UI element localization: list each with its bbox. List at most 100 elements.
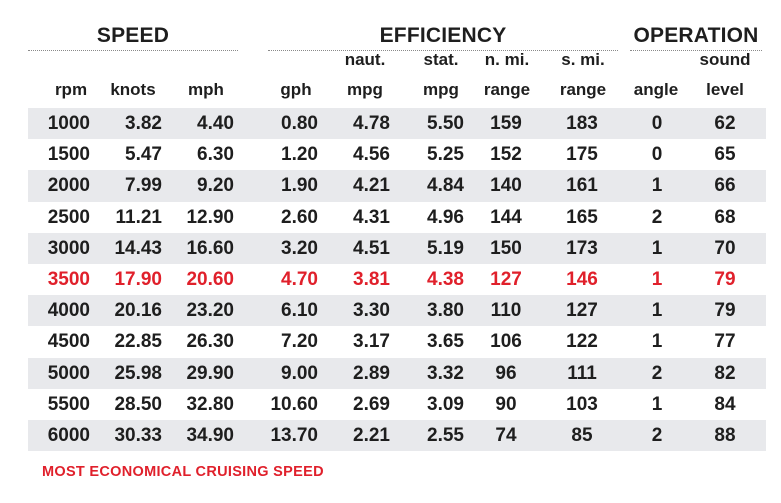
cell-sound: 79	[714, 268, 736, 290]
cell-knots: 20.16	[114, 300, 162, 322]
cell-rpm: 4000	[47, 300, 90, 322]
cell-mph: 9.20	[197, 175, 234, 197]
cell-gph: 13.70	[270, 424, 318, 446]
cell-n-range: 150	[490, 237, 522, 259]
cell-s-range: 165	[566, 206, 598, 228]
cell-n-range: 74	[495, 424, 517, 446]
cell-mph: 20.60	[186, 268, 234, 290]
cell-gph: 7.20	[281, 331, 318, 353]
table-row: 5500 28.50 32.80 10.60 2.69 3.09 90 103 1 84	[28, 389, 766, 420]
cell-angle: 1	[651, 300, 663, 322]
cell-mph: 12.90	[186, 206, 234, 228]
cell-s-range: 183	[566, 113, 598, 134]
cell-naut-mpg: 4.21	[353, 175, 390, 197]
cell-stat-mpg: 3.32	[427, 362, 464, 384]
cell-mph: 23.20	[186, 300, 234, 322]
header-rpm-line2: rpm	[54, 80, 88, 99]
cell-rpm: 2000	[47, 175, 90, 197]
table-row: 1000 3.82 4.40 0.80 4.78 5.50 159 183 0 62	[28, 108, 766, 140]
cell-rpm: 3000	[47, 237, 90, 259]
header-naut-mpg-line2: mpg	[347, 80, 383, 99]
cell-angle: 2	[651, 206, 663, 228]
table-row: 4000 20.16 23.20 6.10 3.30 3.80 110 127 1 79	[28, 295, 766, 327]
cell-s-range: 85	[571, 424, 593, 446]
cell-rpm: 1000	[47, 113, 90, 134]
cell-gph: 9.00	[281, 362, 318, 384]
cell-knots: 5.47	[125, 144, 162, 166]
cell-sound: 82	[714, 362, 736, 384]
cell-gph: 3.20	[281, 237, 318, 259]
cell-n-range: 106	[490, 331, 522, 353]
cell-sound: 62	[714, 113, 736, 134]
cell-naut-mpg: 3.17	[353, 331, 390, 353]
cell-mph: 16.60	[186, 237, 234, 259]
table-row: 2500 11.21 12.90 2.60 4.31 4.96 144 165 2 68	[28, 202, 766, 233]
cell-s-range: 175	[566, 144, 598, 166]
cell-mph: 29.90	[186, 362, 234, 384]
cell-stat-mpg: 5.50	[427, 113, 464, 134]
cell-stat-mpg: 3.80	[427, 300, 464, 322]
cell-angle: 1	[651, 331, 663, 353]
header-stat-mpg-line1: stat.	[423, 50, 459, 69]
cell-angle: 1	[651, 175, 663, 197]
cell-naut-mpg: 2.21	[353, 424, 390, 446]
cell-gph: 10.60	[270, 393, 318, 415]
cell-stat-mpg: 5.19	[427, 237, 464, 259]
cell-mph: 32.80	[186, 393, 234, 415]
cell-naut-mpg: 4.78	[353, 113, 390, 134]
cell-gph: 0.80	[281, 113, 318, 134]
cell-angle: 0	[651, 144, 663, 166]
cell-naut-mpg: 3.81	[353, 268, 390, 290]
cell-rpm: 2500	[47, 206, 90, 228]
cell-s-range: 127	[566, 300, 598, 322]
cell-rpm: 5000	[47, 362, 90, 384]
table-row: 6000 30.33 34.90 13.70 2.21 2.55 74 85 2 88	[28, 419, 766, 452]
cell-gph: 2.60	[281, 206, 318, 228]
cell-mph: 6.30	[197, 144, 234, 166]
header-stat-mpg-line2: mpg	[423, 80, 459, 99]
group-title-speed: SPEED	[28, 24, 238, 51]
header-s-range-line1: s. mi.	[561, 50, 605, 69]
cell-sound: 70	[714, 237, 736, 259]
cell-sound: 84	[714, 393, 736, 415]
cell-angle: 1	[651, 393, 663, 415]
cell-s-range: 122	[566, 331, 598, 353]
footnote: MOST ECONOMICAL CRUISING SPEED	[42, 464, 324, 480]
cell-s-range: 103	[566, 393, 598, 415]
header-mph-line2: mph	[188, 80, 224, 99]
cell-knots: 3.82	[125, 113, 162, 134]
table-row: 4500 22.85 26.30 7.20 3.17 3.65 106 122 1 77	[28, 326, 766, 357]
cell-n-range: 127	[490, 268, 522, 290]
cell-n-range: 152	[490, 144, 522, 166]
cell-mph: 4.40	[197, 113, 234, 134]
cell-n-range: 96	[495, 362, 517, 384]
cell-naut-mpg: 2.69	[353, 393, 390, 415]
table-row: 3000 14.43 16.60 3.20 4.51 5.19 150 173 1 70	[28, 232, 766, 264]
cell-s-range: 161	[566, 175, 598, 197]
cell-gph: 1.20	[281, 144, 318, 166]
cell-sound: 79	[714, 300, 736, 322]
cell-rpm: 5500	[47, 393, 90, 415]
cell-s-range: 146	[566, 268, 598, 290]
header-n-range-line2: range	[483, 80, 531, 99]
cell-naut-mpg: 3.30	[353, 300, 390, 322]
cell-sound: 88	[714, 424, 736, 446]
cell-s-range: 111	[567, 362, 597, 384]
group-title-operation: OPERATION	[630, 24, 762, 51]
cell-angle: 1	[651, 268, 663, 290]
table-row: 1500 5.47 6.30 1.20 4.56 5.25 152 175 0 65	[28, 139, 766, 170]
cell-n-range: 110	[490, 300, 522, 322]
cell-n-range: 144	[490, 206, 522, 228]
cell-gph: 6.10	[281, 300, 318, 322]
cell-stat-mpg: 2.55	[427, 424, 464, 446]
cell-n-range: 140	[490, 175, 522, 197]
cell-knots: 7.99	[125, 175, 162, 197]
cell-rpm: 4500	[47, 331, 90, 353]
cell-knots: 14.43	[114, 237, 162, 259]
performance-table: 1000 3.82 4.40 0.80 4.78 5.50 159 183 0 62 1500 5.4…	[28, 108, 766, 452]
cell-rpm: 6000	[47, 424, 90, 446]
header-sound-line1: sound	[699, 50, 751, 69]
header-naut-mpg-line1: naut.	[344, 50, 386, 69]
cell-angle: 0	[651, 113, 663, 134]
cell-angle: 2	[651, 362, 663, 384]
